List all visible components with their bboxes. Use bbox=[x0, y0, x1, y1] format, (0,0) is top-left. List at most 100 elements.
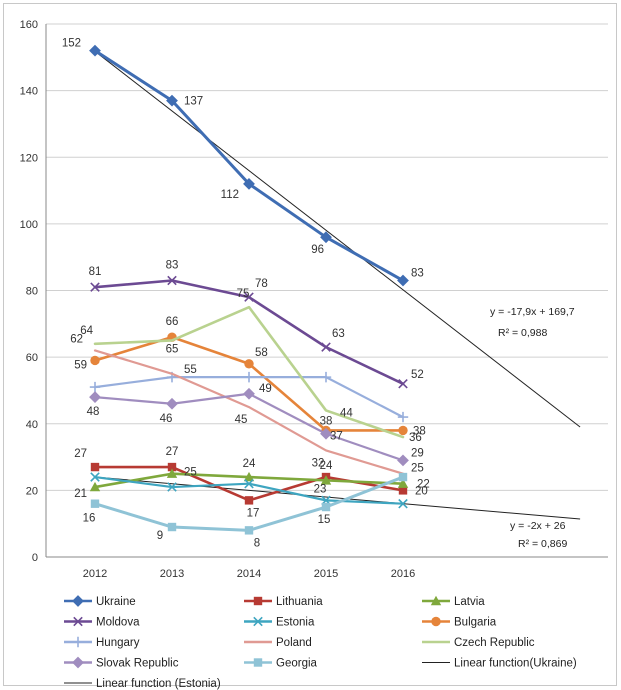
data-label: 25 bbox=[184, 467, 197, 479]
y-tick-label: 140 bbox=[20, 86, 38, 98]
legend-item: Czech Republic bbox=[422, 637, 535, 649]
data-label: 20 bbox=[415, 485, 428, 497]
data-label: 45 bbox=[235, 414, 248, 426]
legend-marker bbox=[253, 616, 263, 627]
series-line-slovak-republic bbox=[93, 392, 405, 462]
y-tick-label: 160 bbox=[20, 19, 38, 31]
data-point bbox=[398, 486, 408, 495]
series-lines bbox=[89, 44, 409, 535]
legend-item: Linear function (Estonia) bbox=[64, 678, 221, 690]
data-point bbox=[320, 371, 332, 383]
legend-marker bbox=[253, 596, 263, 606]
data-label: 59 bbox=[74, 359, 87, 371]
legend-marker bbox=[72, 656, 84, 669]
data-label: 9 bbox=[157, 530, 163, 542]
data-label: 16 bbox=[83, 513, 96, 525]
data-point bbox=[398, 498, 408, 509]
data-label: 15 bbox=[318, 514, 331, 526]
series-line-poland bbox=[93, 349, 405, 475]
y-tick-label: 80 bbox=[26, 286, 38, 298]
data-label: 17 bbox=[247, 507, 260, 519]
data-label: 83 bbox=[166, 260, 179, 272]
x-tick-label: 2016 bbox=[391, 568, 415, 580]
y-tick-label: 60 bbox=[26, 352, 38, 364]
data-point bbox=[244, 496, 254, 505]
data-label: 66 bbox=[166, 316, 179, 328]
data-point bbox=[90, 472, 100, 482]
data-point bbox=[397, 454, 409, 467]
data-point bbox=[90, 355, 100, 366]
legend-item: Poland bbox=[244, 637, 312, 649]
legend-marker bbox=[430, 595, 442, 606]
data-point bbox=[397, 478, 409, 488]
data-point bbox=[244, 292, 254, 302]
legend-marker bbox=[73, 616, 83, 627]
y-tick-label: 0 bbox=[32, 552, 38, 564]
legend-label: Ukraine bbox=[96, 596, 136, 608]
legend-label: Linear function(Ukraine) bbox=[454, 658, 577, 670]
data-point bbox=[398, 379, 408, 389]
legend-item: Linear function(Ukraine) bbox=[422, 658, 577, 670]
data-point bbox=[244, 526, 254, 535]
legend-item: Moldova bbox=[64, 617, 140, 629]
trend-equation: y = -2x + 26 bbox=[510, 520, 566, 532]
data-point bbox=[398, 425, 408, 436]
data-point bbox=[89, 391, 101, 404]
data-point bbox=[167, 275, 177, 286]
data-point bbox=[243, 371, 255, 383]
data-label: 37 bbox=[330, 431, 343, 443]
legend-marker bbox=[253, 658, 263, 667]
data-label: 25 bbox=[411, 463, 424, 475]
data-label: 49 bbox=[259, 383, 272, 395]
legend-item: Hungary bbox=[64, 636, 140, 649]
x-tick-label: 2015 bbox=[314, 568, 338, 580]
data-label: 46 bbox=[160, 413, 173, 425]
data-label: 38 bbox=[320, 415, 333, 427]
legend-item: Bulgaria bbox=[422, 617, 497, 629]
data-point bbox=[89, 481, 101, 492]
series-line-bulgaria bbox=[93, 335, 405, 432]
data-label: 27 bbox=[74, 448, 87, 460]
data-point bbox=[244, 359, 254, 369]
legend-label: Lithuania bbox=[276, 596, 323, 608]
legend-label: Slovak Republic bbox=[96, 658, 179, 670]
data-label: 112 bbox=[221, 189, 239, 201]
data-label: 38 bbox=[413, 425, 426, 437]
data-label: 81 bbox=[89, 266, 102, 278]
data-label: 65 bbox=[166, 343, 179, 355]
y-tick-label: 100 bbox=[20, 219, 38, 231]
data-point bbox=[243, 177, 255, 190]
legend-label: Latvia bbox=[454, 596, 485, 608]
data-point bbox=[321, 502, 331, 512]
x-tick-label: 2014 bbox=[237, 568, 261, 580]
legend-item: Estonia bbox=[244, 617, 315, 629]
data-label: 78 bbox=[255, 278, 268, 290]
data-label: 24 bbox=[320, 460, 333, 472]
data-point bbox=[320, 427, 332, 440]
data-label: 96 bbox=[311, 244, 324, 256]
legend-label: Hungary bbox=[96, 637, 140, 649]
data-point bbox=[167, 522, 177, 532]
data-point bbox=[90, 499, 100, 508]
data-point bbox=[166, 94, 178, 107]
data-label: 24 bbox=[243, 458, 256, 470]
data-label: 55 bbox=[184, 364, 197, 376]
data-label: 75 bbox=[237, 288, 250, 300]
legend-label: Czech Republic bbox=[454, 637, 535, 649]
data-point bbox=[320, 231, 332, 244]
data-label: 63 bbox=[332, 328, 345, 340]
data-point bbox=[90, 282, 100, 292]
data-point bbox=[321, 342, 331, 352]
data-label: 36 bbox=[409, 432, 422, 444]
data-label: 152 bbox=[62, 38, 81, 50]
legend-label: Poland bbox=[276, 637, 312, 649]
series-line-czech-republic bbox=[93, 305, 405, 439]
y-tick-label: 20 bbox=[26, 485, 38, 497]
x-tick-label: 2013 bbox=[160, 568, 184, 580]
legend-marker bbox=[72, 636, 84, 648]
legend: Ukraine Lithuania Latvia Moldova Estonia Bulg… bbox=[64, 595, 577, 690]
data-label: 44 bbox=[340, 407, 353, 419]
trend-r-squared: R² = 0,869 bbox=[518, 538, 567, 550]
